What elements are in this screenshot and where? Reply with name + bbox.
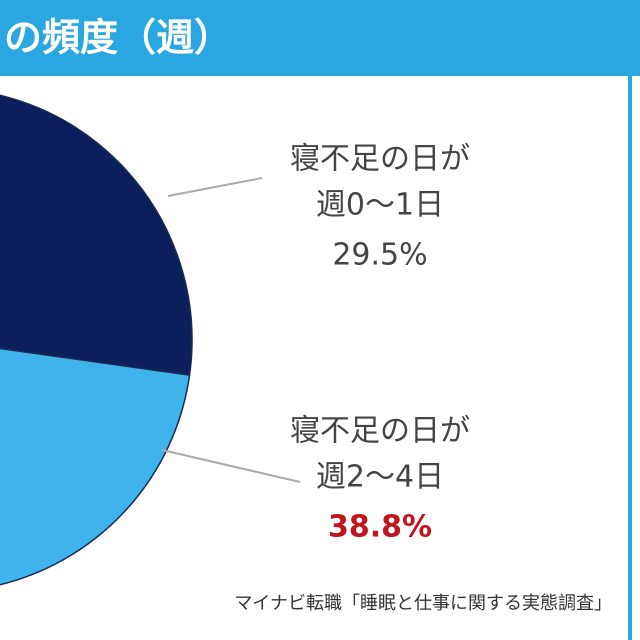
source: マイナビ転職「睡眠と仕事に関する実態調査」 [234,593,612,614]
leader-line [167,177,263,197]
slice-label: 寝不足の日が [290,414,470,449]
chart-title: の頻度（週） [4,16,232,60]
title-band [0,0,640,76]
leader-line [161,449,301,483]
value-label: 38.8% [328,510,432,545]
slice-label: 週0～1日 [316,188,444,223]
slice-label: 寝不足の日が [290,142,470,177]
value-label: 29.5% [332,238,427,273]
slice-label: 週2～4日 [316,460,444,495]
pie-slice [0,94,193,377]
pie-slice [0,347,191,586]
